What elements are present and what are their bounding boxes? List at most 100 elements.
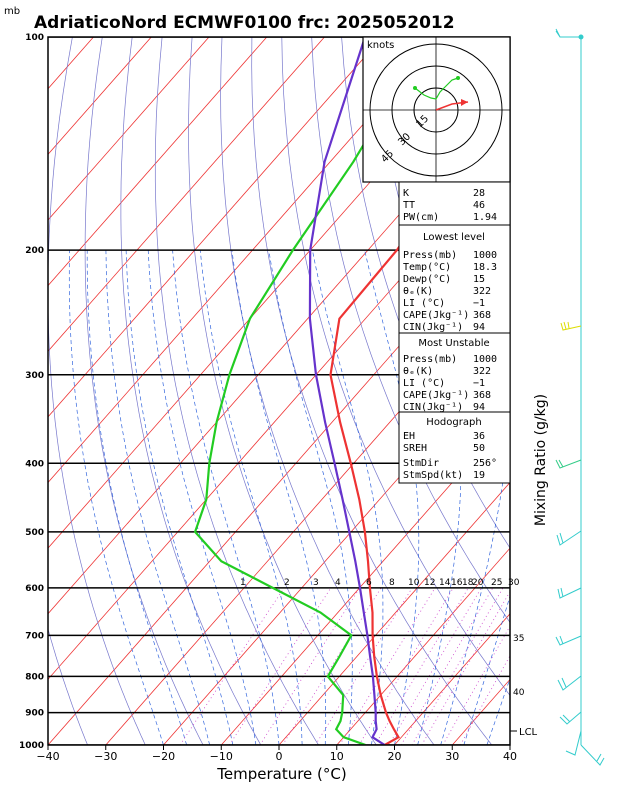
mu-theta-value: 322 xyxy=(473,366,491,377)
wind-barb xyxy=(560,321,582,331)
hodograph-ring xyxy=(369,43,503,177)
mu-li-label: LI (°C) xyxy=(403,378,445,389)
moist-adiabat-line xyxy=(364,250,420,745)
mu-press-value: 1000 xyxy=(473,354,497,365)
mixing-ratio-line xyxy=(388,587,482,745)
index-pw-value: 1.94 xyxy=(473,212,497,223)
isotherm-line xyxy=(48,219,510,745)
hodograph-trace xyxy=(414,77,459,100)
most-unstable-header: Most Unstable xyxy=(418,338,489,349)
dry-adiabat-line xyxy=(311,37,510,624)
isotherm-line xyxy=(48,37,325,352)
moist-adiabat-line xyxy=(125,250,234,745)
x-tick-label: 20 xyxy=(388,750,402,763)
isotherm-line xyxy=(394,613,510,745)
wind-barb xyxy=(557,587,582,599)
mixing-ratio-label: 1 xyxy=(240,578,246,588)
isotherm-line xyxy=(220,416,510,745)
pressure-tick-label: 1000 xyxy=(19,741,44,751)
index-tt-value: 46 xyxy=(473,200,485,211)
hodograph-unit: knots xyxy=(367,40,394,51)
x-tick-label: 10 xyxy=(330,750,344,763)
isotherm-line xyxy=(48,37,383,418)
wind-barb xyxy=(555,459,582,469)
isotherm-line xyxy=(48,37,441,484)
mu-press-label: Press(mb) xyxy=(403,354,457,365)
moist-adiabat-line xyxy=(417,250,462,745)
dry-adiabat-lines xyxy=(48,37,618,745)
hs-stmdir-value: 256° xyxy=(473,458,497,469)
x-tick-label: 0 xyxy=(276,750,283,763)
hs-eh-value: 36 xyxy=(473,431,485,442)
mixing-ratio-line xyxy=(374,587,469,745)
chart-title: AdriaticoNord ECMWF0100 frc: 2025052012 xyxy=(34,13,455,33)
moist-adiabat-line xyxy=(86,250,187,745)
x-axis-title: Temperature (°C) xyxy=(216,765,346,783)
moist-adiabat-line xyxy=(105,250,211,745)
isotherm-line xyxy=(105,285,510,745)
isotherm-lines xyxy=(48,37,510,745)
dry-adiabat-line xyxy=(120,37,262,745)
ll-dewp-label: Dewp(°C) xyxy=(403,274,451,285)
wind-barb xyxy=(555,28,581,38)
ll-dewp-value: 15 xyxy=(473,274,485,285)
mu-cin-value: 94 xyxy=(473,402,485,413)
wind-barb xyxy=(555,635,582,646)
pressure-tick-label: 400 xyxy=(25,459,44,469)
mixing-ratio-label: 3 xyxy=(313,578,319,588)
isotherm-line xyxy=(48,37,268,287)
mixing-ratio-label: 16 xyxy=(451,578,463,588)
lowest-level-header: Lowest level xyxy=(423,232,485,243)
hs-sreh-label: SREH xyxy=(403,443,427,454)
mixing-ratio-line xyxy=(442,625,510,745)
ll-theta-value: 322 xyxy=(473,286,491,297)
mixing-ratio-label: 30 xyxy=(508,578,520,588)
mixing-ratio-line xyxy=(421,590,510,745)
mixing-ratio-line xyxy=(400,587,494,745)
moist-adiabat-line xyxy=(199,250,303,745)
ll-cin-label: CIN(Jkg⁻¹) xyxy=(403,322,463,333)
dry-adiabat-line xyxy=(48,627,88,745)
isotherm-line xyxy=(509,744,510,745)
mixing-ratio-line xyxy=(259,587,361,745)
dry-adiabat-line xyxy=(154,37,319,745)
moist-adiabat-line xyxy=(231,250,327,745)
dry-adiabat-line xyxy=(48,37,146,745)
hs-stmspd-label: StmSpd(kt) xyxy=(403,470,463,481)
mixing-ratio-line xyxy=(229,587,332,745)
wind-barb xyxy=(580,744,605,766)
pressure-unit-label: mb xyxy=(4,6,20,17)
sounding-profiles xyxy=(193,37,510,745)
theta-e-label: 35 xyxy=(513,634,524,644)
ll-theta-label: θₑ(K) xyxy=(403,286,433,297)
parcel-profile-line xyxy=(308,37,386,745)
pressure-tick-label: 800 xyxy=(25,672,44,682)
ll-cin-value: 94 xyxy=(473,322,485,333)
hodograph-inset: knots 15 30 45 xyxy=(362,36,511,183)
mixing-ratio-label: 4 xyxy=(335,578,341,588)
dry-adiabat-line xyxy=(341,37,510,549)
hodograph-ring xyxy=(413,87,459,133)
ll-temp-label: Temp(°C) xyxy=(403,262,451,273)
dry-adiabat-line xyxy=(581,37,618,745)
mixing-ratio-label: 14 xyxy=(439,578,451,588)
ll-li-value: −1 xyxy=(473,298,485,309)
ll-temp-value: 18.3 xyxy=(473,262,497,273)
isotherm-line xyxy=(278,481,510,745)
ll-li-label: LI (°C) xyxy=(403,298,445,309)
mixing-ratio-axis-title: Mixing Ratio (g/kg) xyxy=(533,394,549,526)
mixing-ratio-label: 2 xyxy=(284,578,290,588)
x-tick-label: −10 xyxy=(210,750,233,763)
mixing-ratio-line xyxy=(358,587,454,745)
ll-press-value: 1000 xyxy=(473,250,497,261)
mixing-ratio-label: 6 xyxy=(366,578,372,588)
ll-press-label: Press(mb) xyxy=(403,250,457,261)
pressure-tick-label: 700 xyxy=(25,631,44,641)
mu-cape-value: 368 xyxy=(473,390,491,401)
wind-barb-column xyxy=(555,28,605,766)
mixing-ratio-label: 20 xyxy=(472,578,484,588)
x-tick-label: −20 xyxy=(152,750,175,763)
lcl-label: LCL xyxy=(519,727,538,738)
dry-adiabat-line xyxy=(521,37,618,745)
index-tt-label: TT xyxy=(403,200,415,211)
